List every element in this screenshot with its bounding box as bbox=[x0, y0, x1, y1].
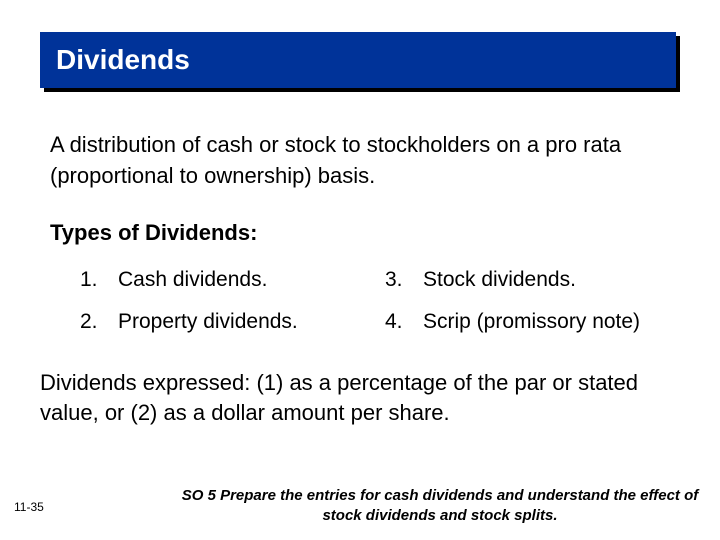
list-item: 4. Scrip (promissory note) bbox=[385, 310, 670, 334]
list-item: 1. Cash dividends. bbox=[80, 268, 365, 292]
list-number: 3. bbox=[385, 268, 411, 292]
slide-body: A distribution of cash or stock to stock… bbox=[50, 130, 670, 429]
list-number: 1. bbox=[80, 268, 106, 292]
list-number: 2. bbox=[80, 310, 106, 334]
list-label: Stock dividends. bbox=[423, 268, 576, 292]
list-item: 3. Stock dividends. bbox=[385, 268, 670, 292]
intro-text: A distribution of cash or stock to stock… bbox=[50, 130, 670, 192]
page-number: 11-35 bbox=[14, 500, 44, 514]
footer-text: SO 5 Prepare the entries for cash divide… bbox=[170, 486, 710, 527]
subheading: Types of Dividends: bbox=[50, 220, 670, 246]
list-label: Property dividends. bbox=[118, 310, 298, 334]
title-bar: Dividends bbox=[40, 32, 676, 88]
expressed-text: Dividends expressed: (1) as a percentage… bbox=[40, 368, 670, 430]
slide-title: Dividends bbox=[56, 44, 190, 76]
list-number: 4. bbox=[385, 310, 411, 334]
types-list: 1. Cash dividends. 3. Stock dividends. 2… bbox=[80, 268, 670, 334]
list-label: Cash dividends. bbox=[118, 268, 267, 292]
list-label: Scrip (promissory note) bbox=[423, 310, 640, 334]
list-item: 2. Property dividends. bbox=[80, 310, 365, 334]
